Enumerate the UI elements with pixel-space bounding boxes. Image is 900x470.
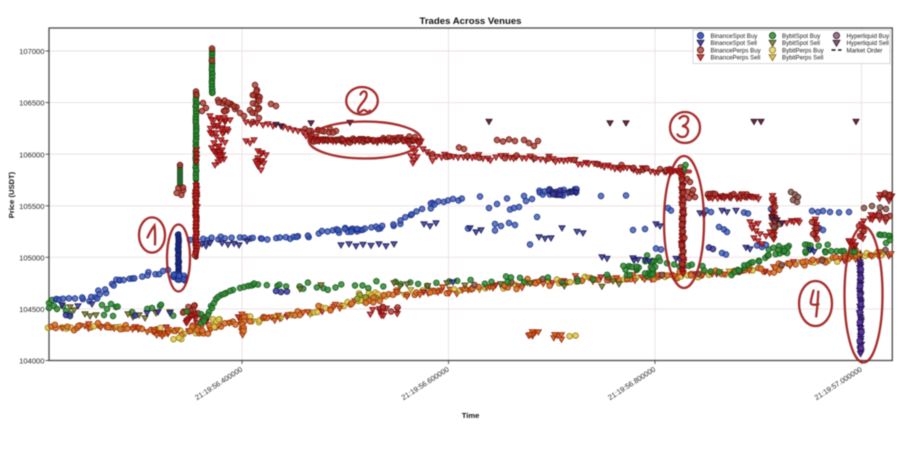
svg-text:Hyperliquid Buy: Hyperliquid Buy [847,33,891,40]
svg-text:BybitSpot Sell: BybitSpot Sell [782,40,820,47]
svg-text:105000: 105000 [19,253,44,262]
svg-text:BinancePerps Sell: BinancePerps Sell [711,55,761,62]
svg-text:BinanceSpot Sell: BinanceSpot Sell [711,40,757,47]
svg-text:Trades Across Venues: Trades Across Venues [419,16,521,27]
svg-text:BinancePerps Buy: BinancePerps Buy [711,47,762,54]
svg-text:Market Order: Market Order [847,47,883,54]
svg-text:BybitSpot Buy: BybitSpot Buy [782,33,821,40]
svg-text:BinanceSpot Buy: BinanceSpot Buy [711,33,759,40]
svg-text:BybitPerps Sell: BybitPerps Sell [782,55,823,62]
svg-text:104000: 104000 [19,357,44,366]
svg-text:Price (USDT): Price (USDT) [7,171,16,218]
svg-text:106000: 106000 [19,150,44,159]
svg-text:107000: 107000 [19,47,44,56]
svg-text:106500: 106500 [19,99,44,108]
svg-text:BybitPerps Buy: BybitPerps Buy [782,47,825,54]
svg-text:105500: 105500 [19,202,44,211]
svg-text:Hyperliquid Sell: Hyperliquid Sell [847,40,889,47]
svg-text:104500: 104500 [19,305,44,314]
svg-text:Time: Time [462,411,480,420]
